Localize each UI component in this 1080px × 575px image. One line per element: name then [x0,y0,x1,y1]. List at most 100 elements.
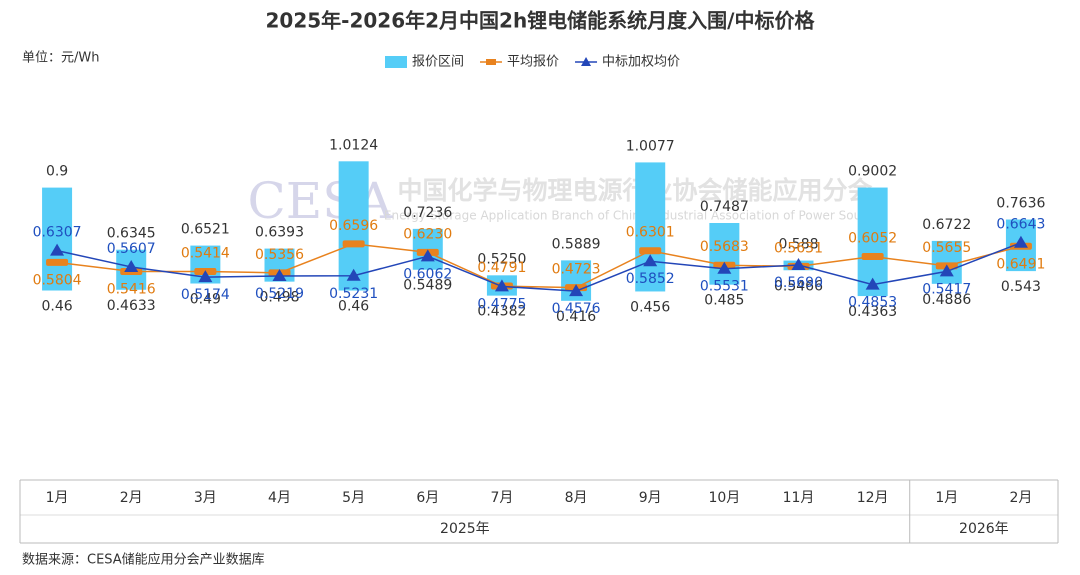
value-label: 0.6052 [848,231,897,247]
high-label: 0.5889 [552,236,601,252]
high-label: 0.6393 [255,225,304,241]
triangle-marker [494,279,509,292]
value-label: 0.5414 [181,245,230,261]
value-label: 0.5417 [922,281,971,297]
triangle-marker [569,284,584,297]
legend-label: 报价区间 [412,55,464,70]
range-bar [42,187,73,291]
low-label: 0.543 [1001,279,1041,295]
low-label: 0.485 [704,293,744,309]
legend-label: 中标加权均价 [602,54,680,70]
average-marker [639,247,662,255]
value-label: 0.5174 [181,287,230,303]
value-label: 0.6307 [33,225,82,241]
low-label: 0.46 [41,299,72,315]
value-label: 0.5219 [255,286,304,302]
legend-swatch [385,56,407,68]
legend-marker [581,57,592,66]
triangle-marker [717,261,732,274]
legend-label: 平均报价 [507,55,559,70]
x-tick-label: 7月 [490,490,513,506]
value-label: 0.5655 [922,240,971,256]
low-label: 0.4886 [922,292,971,308]
value-label: 0.6230 [403,226,452,242]
triangle-marker [643,254,658,267]
x-tick-label: 12月 [857,490,889,506]
x-tick-label: 1月 [935,490,958,506]
average-marker [861,253,884,261]
value-label: 0.6491 [996,256,1045,272]
value-label: 0.4723 [552,262,601,278]
value-label: 0.4576 [552,301,601,317]
value-label: 0.6301 [626,225,675,241]
value-label: 0.5804 [33,272,82,288]
high-label: 0.9 [46,164,68,180]
x-tick-label: 6月 [416,490,439,506]
triangle-marker [865,277,880,290]
x-tick-label: 1月 [46,490,69,506]
triangle-marker [198,270,213,283]
x-tick-label: 11月 [783,490,815,506]
x-tick-label: 10月 [708,490,740,506]
x-tick-label: 2月 [120,490,143,506]
high-label: 0.588 [778,237,818,253]
triangle-marker [346,268,361,281]
value-label: 0.4791 [477,260,526,276]
average-marker [342,240,365,248]
triangle-marker [420,249,435,262]
triangle-marker [939,264,954,277]
high-label: 0.7236 [403,205,452,221]
value-label: 0.5683 [700,239,749,255]
range-bar [709,222,740,285]
value-label: 0.5852 [626,271,675,287]
watermark-logo: CESA [247,172,393,230]
high-label: 0.6345 [107,226,156,242]
x-tick-label: 8月 [565,490,588,506]
high-label: 0.9002 [848,164,897,180]
low-label: 0.5466 [774,278,823,294]
average-marker [46,258,69,266]
low-label: 0.49 [190,292,221,308]
range-bar [635,162,666,292]
group-label: 2026年 [959,521,1009,537]
value-label: 0.4853 [848,295,897,311]
x-tick-label: 9月 [639,490,662,506]
value-label: 0.5231 [329,286,378,302]
x-tick-label: 4月 [268,490,291,506]
low-label: 0.416 [556,309,596,325]
triangle-marker [50,243,65,256]
triangle-marker [272,269,287,282]
value-label: 0.4775 [477,296,526,312]
value-label: 0.5531 [700,279,749,295]
low-label: 0.46 [338,299,369,315]
high-label: 1.0124 [329,137,378,153]
low-label: 0.4382 [477,304,526,320]
high-label: 0.7636 [996,196,1045,212]
watermark-name-en: Energy Storage Application Branch of Chi… [384,209,886,223]
low-label: 0.4633 [107,298,156,314]
high-label: 0.7487 [700,199,749,215]
low-label: 0.498 [259,290,299,306]
low-label: 0.5489 [403,278,452,294]
value-label: 0.6596 [329,218,378,234]
high-label: 0.6722 [922,217,971,233]
x-tick-label: 3月 [194,490,217,506]
group-label: 2025年 [440,521,490,537]
legend-marker [486,59,497,65]
high-label: 0.6521 [181,222,230,238]
value-label: 0.5607 [107,241,156,257]
value-label: 0.5631 [774,240,823,256]
x-tick-label: 5月 [342,490,365,506]
triangle-marker [791,258,806,271]
value-label: 0.5416 [107,281,156,297]
high-label: 0.5250 [477,251,526,267]
low-label: 0.456 [630,299,670,315]
triangle-marker [1013,235,1028,248]
value-label: 0.5356 [255,247,304,263]
line [56,242,1022,292]
chart-title: 2025年-2026年2月中国2h锂电储能系统月度入围/中标价格 [265,9,815,33]
watermark-name: 中国化学与物理电源行业协会储能应用分会 [397,176,872,205]
source: 数据来源：CESA储能应用分会产业数据库 [22,552,265,568]
low-label: 0.4363 [848,304,897,320]
